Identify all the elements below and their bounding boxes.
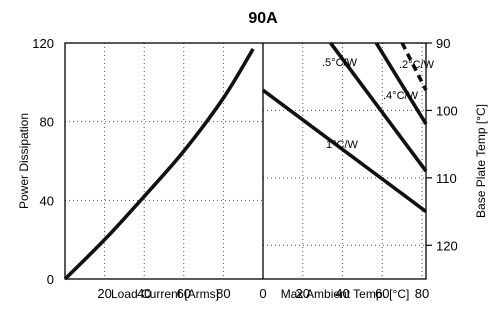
chart-title: 90A: [248, 10, 278, 27]
x-tick-label-left: 20: [97, 286, 111, 301]
curve-labels: 1°C/W .5°C/W .4°C/W .2°C/W: [322, 57, 435, 151]
curve-label: .4°C/W: [383, 90, 419, 102]
y-axis-label-right: Base Plate Temp [°C]: [474, 104, 488, 218]
plot-frame: [64, 42, 427, 280]
y-tick-label-left: 0: [47, 272, 54, 287]
x-tick-label-left: 80: [216, 286, 230, 301]
curve-label: .5°C/W: [322, 57, 358, 69]
y-tick-label-right: 100: [436, 103, 458, 118]
y-axis-label-left: Power Dissipation: [17, 113, 31, 209]
tick-labels: 20 40 60 80 0 40 80 120 0 20 40 60 80 90 100 110 120: [32, 36, 457, 301]
x-tick-label-left: 40: [137, 286, 151, 301]
y-tick-label-right: 90: [436, 36, 450, 51]
curves: [63, 41, 428, 281]
grid-lines: [65, 42, 432, 279]
curve-label: .2°C/W: [399, 59, 435, 71]
thermal-resistance-line: [329, 41, 428, 173]
x-axis-label-left: Load Current [Arms]: [111, 287, 219, 301]
y-tick-label-left: 80: [40, 115, 54, 130]
x-tick-label-right: 60: [375, 286, 389, 301]
y-tick-label-right: 110: [436, 171, 457, 186]
power-dissipation-curve: [63, 47, 255, 281]
x-tick-label-right: 0: [259, 286, 266, 301]
thermal-resistance-line: [261, 88, 428, 214]
x-tick-label-right: 20: [296, 286, 310, 301]
curve-label: 1°C/W: [326, 139, 359, 151]
y-tick-label-right: 120: [436, 238, 458, 253]
x-axis-label-right: Max Ambient Temp. [°C]: [281, 287, 410, 301]
x-tick-label-right: 80: [415, 286, 429, 301]
thermal-resistance-line: [400, 42, 428, 92]
x-tick-label-left: 60: [177, 286, 191, 301]
x-tick-label-right: 40: [335, 286, 349, 301]
thermal-resistance-line: [374, 42, 428, 125]
y-tick-label-left: 120: [32, 36, 54, 51]
y-tick-label-left: 40: [40, 193, 54, 208]
